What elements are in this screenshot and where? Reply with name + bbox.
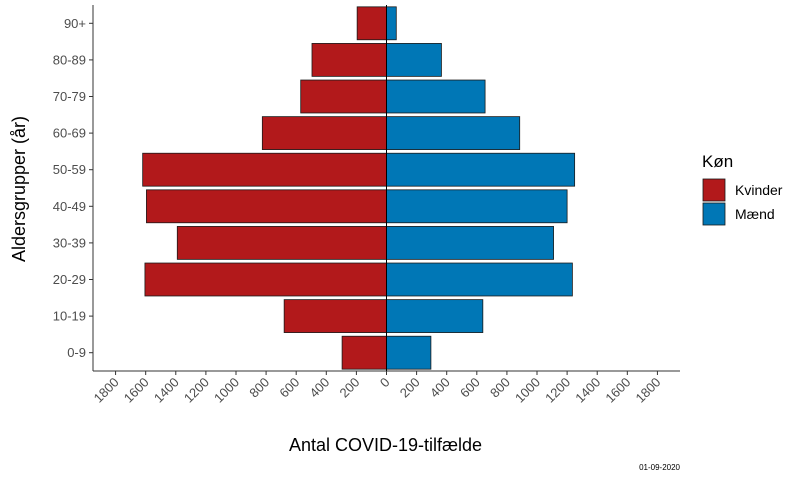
x-tick-label: 1800 bbox=[91, 375, 122, 406]
bar-kvinder-80-89 bbox=[311, 43, 387, 77]
x-tick-label: 1000 bbox=[512, 375, 543, 406]
x-tick-label: 1600 bbox=[121, 375, 152, 406]
bar-kvinder-40-49 bbox=[146, 189, 387, 224]
y-axis-title: Aldersgrupper (år) bbox=[9, 116, 29, 262]
x-tick-label: 1200 bbox=[181, 375, 212, 406]
x-tick-label: 1800 bbox=[632, 375, 663, 406]
bar-kvinder-50-59 bbox=[142, 152, 387, 187]
y-tick-label: 30-39 bbox=[53, 235, 86, 250]
legend-title: Køn bbox=[702, 152, 733, 171]
bar-kvinder-90+ bbox=[356, 6, 387, 41]
legend-items: Kvinder Mænd bbox=[702, 178, 783, 226]
bar-kvinder-60-69 bbox=[261, 116, 387, 150]
x-ticks-group: 1800 1600 1400 1200 1000 800 600 400 200 0 200 400 6… bbox=[91, 371, 664, 406]
x-tick-label: 1600 bbox=[602, 375, 633, 406]
legend-label-kvinder: Kvinder bbox=[735, 182, 783, 198]
y-tick-label: 10-19 bbox=[53, 309, 86, 324]
y-tick-label: 0-9 bbox=[67, 345, 86, 360]
bar-mænd-30-39 bbox=[386, 226, 554, 260]
x-tick-label: 0 bbox=[377, 375, 393, 391]
y-tick-label: 50-59 bbox=[53, 162, 86, 177]
bar-kvinder-70-79 bbox=[300, 79, 387, 114]
x-tick-label: 600 bbox=[276, 375, 302, 401]
x-tick-label: 1000 bbox=[211, 375, 242, 406]
bar-mænd-90+ bbox=[386, 6, 397, 41]
bar-kvinder-0-9 bbox=[341, 335, 387, 370]
bar-mænd-80-89 bbox=[386, 43, 442, 77]
date-label: 01-09-2020 bbox=[639, 463, 680, 472]
y-tick-label: 60-69 bbox=[53, 126, 86, 141]
x-tick-label: 800 bbox=[246, 375, 272, 401]
bar-kvinder-10-19 bbox=[283, 299, 387, 333]
y-tick-label: 80-89 bbox=[53, 52, 86, 67]
x-tick-label: 1400 bbox=[572, 375, 603, 406]
bar-mænd-60-69 bbox=[386, 116, 521, 150]
x-tick-label: 1200 bbox=[542, 375, 573, 406]
y-tick-label: 70-79 bbox=[53, 89, 86, 104]
x-tick-label: 600 bbox=[457, 375, 483, 401]
bar-kvinder-20-29 bbox=[144, 262, 387, 297]
y-tick-label: 20-29 bbox=[53, 272, 86, 287]
bar-mænd-50-59 bbox=[386, 152, 576, 187]
x-tick-label: 200 bbox=[397, 375, 423, 401]
plot-panel: 0-9 10-19 20-29 30-39 40-49 50-59 60-69 70-79 80… bbox=[53, 5, 680, 406]
x-tick-label: 400 bbox=[427, 375, 453, 401]
bar-mænd-20-29 bbox=[386, 262, 573, 297]
legend-swatch-mænd bbox=[702, 202, 726, 226]
y-tick-label: 90+ bbox=[64, 16, 86, 31]
x-tick-label: 200 bbox=[337, 375, 363, 401]
legend: Køn Kvinder Mænd bbox=[702, 152, 783, 226]
legend-swatch-kvinder bbox=[702, 178, 726, 202]
bar-mænd-0-9 bbox=[386, 335, 432, 370]
bar-kvinder-30-39 bbox=[176, 226, 387, 260]
x-tick-label: 1400 bbox=[151, 375, 182, 406]
bar-mænd-40-49 bbox=[386, 189, 568, 224]
bar-mænd-10-19 bbox=[386, 299, 484, 333]
y-tick-label: 40-49 bbox=[53, 199, 86, 214]
x-tick-label: 800 bbox=[487, 375, 513, 401]
bars-group bbox=[142, 6, 576, 370]
y-ticks-group: 0-9 10-19 20-29 30-39 40-49 50-59 60-69 70-79 80… bbox=[53, 16, 93, 360]
x-tick-label: 400 bbox=[306, 375, 332, 401]
x-axis-title: Antal COVID-19-tilfælde bbox=[289, 435, 482, 455]
legend-label-mænd: Mænd bbox=[735, 206, 775, 222]
bar-mænd-70-79 bbox=[386, 79, 486, 114]
